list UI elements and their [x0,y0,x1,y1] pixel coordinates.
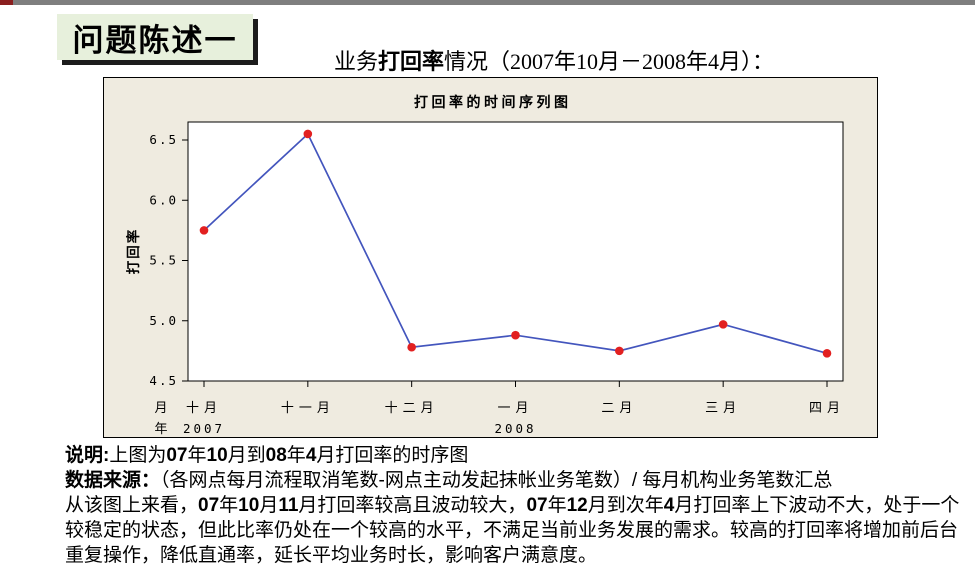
year-label: 2008 [494,421,536,436]
x-tick-label: 一月 [497,400,533,415]
text-segment: 年 [219,495,239,516]
text-segment: 情况（2007年10月－2008年4月）： [444,49,775,74]
x-row-year-header: 年 [154,421,167,436]
data-point [407,342,416,352]
note-line-4: 较稳定的状态，但此比率仍处在一个较高的水平，不满足当前业务发展的需求。较高的打回… [65,518,970,543]
text-segment: 月到 [227,445,266,466]
x-tick-label: 二月 [601,400,637,415]
text-segment: 月 [259,495,279,516]
text-segment: 11 [278,495,299,516]
data-point [511,330,520,340]
text-segment: 从该图上来看， [65,495,199,516]
data-point [303,129,313,139]
top-rule-accent [0,0,13,5]
text-segment: 数据来源： [65,470,161,491]
text-segment: 12 [566,495,588,516]
text-segment: 月打回率上下波动不大，处于一个 [674,495,960,516]
chart-title: 打 回 率 的 时 间 序 列 图 [414,94,568,111]
text-segment: 月打回率的时序图 [316,445,469,466]
note-line-2: 数据来源：（各网点每月流程取消笔数-网点主动发起抹帐业务笔数）/ 每月机构业务笔… [65,468,970,493]
text-segment: 07 [526,495,548,516]
text-segment: 月打回率较高且波动较大， [298,495,527,516]
note-line-3: 从该图上来看，07年10月11月打回率较高且波动较大，07年12月到次年4月打回… [65,493,970,518]
text-segment: 年 [547,495,567,516]
plot-area [187,121,844,382]
x-tick-label: 十月 [186,400,222,415]
section-title-box: 问题陈述一 [57,14,253,60]
text-segment: 上图为 [109,445,167,466]
text-segment: 月到次年 [587,495,664,516]
x-tick-label: 十一月 [281,400,335,415]
text-segment: 08 [265,445,287,466]
x-row-month-header: 月 [154,400,167,415]
y-tick-label: 4.5 [149,373,178,388]
text-segment: 10 [238,495,260,516]
section-title-label: 问题陈述一 [72,22,238,58]
x-tick-label: 十二月 [385,400,439,415]
text-segment: 说明: [65,445,110,466]
text-segment: 较稳定的状态，但此比率仍处在一个较高的水平，不满足当前业务发展的需求。较高的打回… [65,520,959,541]
text-segment: 重复操作，降低直通率，延长平均业务时长，影响客户满意度。 [65,545,598,566]
text-segment: （各网点每月流程取消笔数-网点主动发起抹帐业务笔数）/ 每月机构业务笔数汇总 [160,470,833,491]
timeseries-chart-frame: 打 回 率 的 时 间 序 列 图 4.5 5.0 5.5 6.0 6.5 打回率十月 十一月… [103,77,878,438]
y-tick-label: 5.5 [149,253,178,268]
note-line-5: 重复操作，降低直通率，延长平均业务时长，影响客户满意度。 [65,543,970,568]
text-segment: 4 [663,495,675,516]
x-tick-label: 四月 [809,400,845,415]
y-axis-label: 打回率 [125,228,141,275]
note-line-1: 说明:上图为07年10月到08年4月打回率的时序图 [65,443,970,468]
text-segment: 07 [166,445,188,466]
data-point [199,226,209,235]
data-point [822,348,832,358]
text-segment: 10 [206,445,228,466]
text-segment: 07 [198,495,220,516]
text-segment: 年 [286,445,306,466]
text-segment: 业务 [334,49,379,74]
y-tick-label: 6.0 [149,192,178,207]
top-rule [0,0,975,5]
y-tick-label: 6.5 [149,132,178,147]
chart-heading: 业务打回率情况（2007年10月－2008年4月）： [334,44,774,76]
text-segment: 年 [187,445,207,466]
y-tick-label: 5.0 [149,313,178,328]
year-label: 2007 [183,421,225,436]
data-point [718,320,728,329]
text-segment: 4 [305,445,317,466]
text-segment: 打回率 [378,49,445,74]
x-tick-label: 三月 [705,400,741,415]
data-point [615,346,624,356]
notes-block: 说明:上图为07年10月到08年4月打回率的时序图 数据来源：（各网点每月流程取… [65,443,970,568]
